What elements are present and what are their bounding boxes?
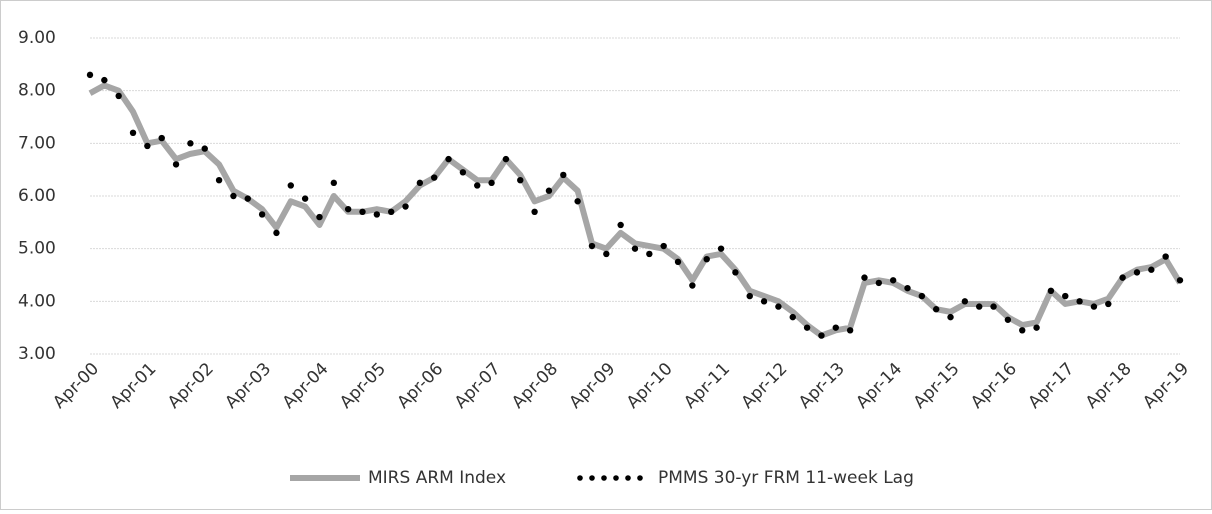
data-point: [560, 171, 567, 179]
data-point: [1119, 274, 1126, 281]
data-point: [646, 250, 653, 258]
data-point: [717, 245, 725, 252]
data-point: [947, 313, 954, 321]
data-point: [875, 279, 883, 287]
legend-marker: [589, 475, 595, 481]
data-point: [230, 192, 237, 200]
legend-marker: [625, 475, 631, 481]
data-point: [1162, 253, 1169, 260]
legend-marker: [637, 475, 643, 481]
data-point: [674, 258, 682, 266]
data-point: [488, 179, 495, 187]
data-point: [818, 332, 825, 339]
data-point: [201, 145, 208, 152]
data-point: [732, 269, 739, 276]
data-point: [603, 250, 610, 258]
data-point: [1033, 324, 1040, 331]
data-point: [545, 187, 553, 194]
data-point: [344, 205, 352, 213]
data-point: [1062, 292, 1069, 300]
y-tick-label: 8.00: [18, 81, 56, 101]
data-point: [172, 161, 180, 168]
data-point: [158, 134, 165, 142]
y-tick-label: 3.00: [18, 344, 56, 364]
data-point: [531, 208, 538, 215]
data-point: [889, 277, 897, 284]
data-point: [1105, 300, 1112, 308]
data-point: [1076, 298, 1083, 305]
data-point: [1176, 277, 1184, 284]
data-point: [574, 198, 581, 205]
data-point: [689, 282, 696, 289]
data-point: [517, 177, 524, 184]
data-point: [1047, 287, 1055, 294]
data-point: [129, 129, 137, 136]
data-point: [1019, 327, 1026, 334]
y-tick-label: 4.00: [18, 291, 56, 311]
data-point: [431, 174, 438, 181]
data-point: [961, 298, 969, 305]
legend-marker: [613, 475, 619, 481]
data-point: [703, 256, 710, 263]
data-point: [101, 76, 108, 84]
data-point: [86, 71, 94, 79]
legend-label: PMMS 30-yr FRM 11-week Lag: [658, 468, 914, 488]
data-point: [474, 182, 481, 189]
data-line: [88, 82, 1183, 339]
data-point: [287, 182, 294, 189]
data-point: [1148, 266, 1155, 273]
data-point: [402, 203, 409, 210]
data-point: [387, 208, 395, 215]
data-point: [846, 327, 854, 334]
data-point: [775, 303, 782, 310]
data-point: [144, 142, 151, 150]
data-point: [373, 211, 381, 218]
data-point: [445, 155, 452, 163]
data-point: [746, 292, 753, 300]
data-point: [976, 303, 983, 310]
data-point: [459, 169, 467, 176]
data-point: [273, 229, 280, 237]
legend-label: MIRS ARM Index: [368, 468, 506, 488]
legend-marker: [601, 475, 607, 481]
y-tick-label: 9.00: [18, 28, 56, 48]
data-point: [904, 284, 911, 292]
legend-marker: [577, 475, 583, 481]
data-point: [918, 292, 926, 300]
data-point: [215, 177, 223, 184]
y-tick-label: 7.00: [18, 133, 56, 153]
y-tick-label: 6.00: [18, 186, 56, 206]
data-point: [990, 303, 997, 310]
data-point: [330, 179, 338, 187]
data-point: [359, 208, 366, 215]
data-point: [1004, 316, 1012, 323]
data-point: [617, 221, 624, 229]
data-point: [588, 242, 596, 250]
data-point: [502, 155, 510, 163]
data-point: [760, 298, 768, 305]
data-point: [258, 211, 266, 218]
data-point: [631, 245, 639, 252]
data-point: [660, 242, 667, 250]
data-point: [1133, 269, 1141, 276]
data-point: [832, 324, 839, 331]
data-point: [244, 195, 251, 202]
data-point: [301, 195, 309, 202]
data-point: [316, 213, 323, 221]
data-point: [861, 274, 868, 281]
data-point: [115, 92, 122, 100]
y-tick-label: 5.00: [18, 239, 56, 259]
data-point: [1090, 303, 1098, 310]
data-point: [803, 324, 811, 331]
data-point: [932, 306, 940, 313]
data-point: [416, 179, 424, 187]
data-point: [187, 140, 194, 147]
data-point: [789, 313, 796, 321]
